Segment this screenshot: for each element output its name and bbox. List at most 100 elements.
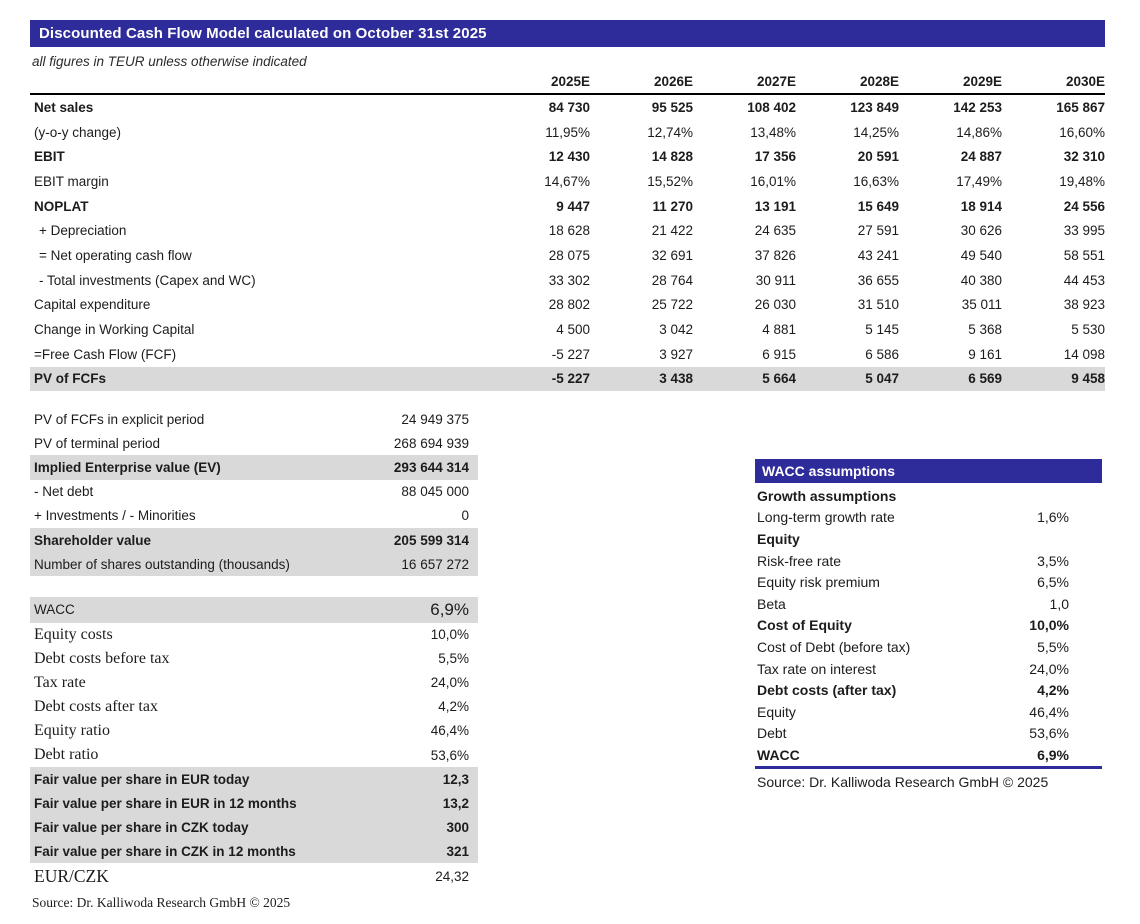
source-note-left: Source: Dr. Kalliwoda Research GmbH © 20…	[32, 894, 291, 910]
cell-value: 6,5%	[1037, 574, 1069, 591]
cell-value: 15,52%	[647, 173, 693, 189]
wacc-row: Debt costs after tax 4,2%	[30, 695, 478, 719]
cell-value: 95 525	[651, 99, 693, 115]
dcf-table-body: Net sales 84 730 95 525 108 402 123 849 142 2…	[30, 95, 1105, 392]
wacc-row: Debt ratio 53,6%	[30, 743, 478, 767]
row-label: + Investments / - Minorities	[34, 508, 196, 524]
cell-value: 1,0	[1049, 595, 1069, 612]
assumption-row: Equity	[755, 528, 1102, 550]
assumption-row: Debt costs (after tax) 4,2%	[755, 679, 1102, 701]
cell-value: 32 691	[651, 247, 693, 263]
cell-value: 21 422	[651, 223, 693, 239]
cell-value: 58 551	[1063, 247, 1105, 263]
row-label: Tax rate	[34, 673, 86, 691]
year-column-header: 2025E	[550, 74, 590, 89]
cell-value: 27 591	[857, 223, 899, 239]
row-label: Risk-free rate	[757, 552, 842, 569]
cell-value: 4 881	[762, 322, 796, 338]
cell-value: 31 510	[857, 297, 899, 313]
valuation-row: Number of shares outstanding (thousands)…	[30, 552, 478, 577]
wacc-assumptions-box: WACC assumptions Growth assumptions Long-…	[755, 459, 1102, 790]
cell-value: 321	[446, 843, 469, 859]
cell-value: 18 628	[548, 223, 590, 239]
assumption-row: Debt 53,6%	[755, 723, 1102, 745]
cell-value: 38 923	[1063, 297, 1105, 313]
cell-value: 16,60%	[1059, 124, 1105, 140]
cell-value: 28 802	[548, 297, 590, 313]
wacc-row: Fair value per share in CZK in 12 months…	[30, 839, 478, 864]
cell-value: 5 047	[865, 371, 899, 387]
row-label: EUR/CZK	[34, 865, 109, 886]
cell-value: 14 098	[1063, 346, 1105, 362]
cell-value: 18 914	[960, 198, 1002, 214]
row-label: PV of terminal period	[34, 435, 161, 451]
wacc-fair-value-block: WACC 6,9% Equity costs 10,0% Debt costs befo…	[30, 597, 478, 911]
dcf-table-row: Change in Working Capital 4 500 3 042 4 881…	[30, 317, 1105, 342]
cell-value: 16,01%	[750, 173, 796, 189]
row-label: Fair value per share in CZK today	[34, 819, 249, 835]
cell-value: 12,74%	[647, 124, 693, 140]
valuation-row: - Net debt 88 045 000	[30, 480, 478, 504]
row-label: EBIT margin	[34, 173, 109, 189]
cell-value: -5 227	[551, 346, 590, 362]
dcf-table-row: =Free Cash Flow (FCF) -5 227 3 927 6 915 6 5…	[30, 342, 1105, 367]
cell-value: 24,0%	[1029, 660, 1069, 677]
cell-value: 20 591	[857, 149, 899, 165]
cell-value: 5 530	[1071, 322, 1105, 338]
cell-value: 10,0%	[430, 627, 469, 643]
assumption-row: Risk-free rate 3,5%	[755, 550, 1102, 572]
cell-value: 0	[461, 508, 469, 524]
cell-value: 10,0%	[1029, 617, 1069, 634]
cell-value: 36 655	[857, 272, 899, 288]
assumption-row: Equity 46,4%	[755, 701, 1102, 723]
cell-value: 15 649	[857, 198, 899, 214]
wacc-assumptions-title: WACC assumptions	[755, 459, 1102, 483]
valuation-summary-table: PV of FCFs in explicit period 24 949 375 P…	[30, 407, 478, 577]
year-column-header: 2026E	[653, 74, 693, 89]
year-column-header: 2029E	[962, 74, 1002, 89]
dcf-table-row: EBIT 12 430 14 828 17 356 20 591 24 887 32 310	[30, 144, 1105, 169]
cell-value: 12 430	[548, 149, 590, 165]
cell-value: 24,0%	[430, 675, 469, 691]
dcf-table-row: - Total investments (Capex and WC) 33 302…	[30, 268, 1105, 293]
dcf-table-row: PV of FCFs -5 227 3 438 5 664 5 047 6 569 9 45…	[30, 366, 1105, 392]
dcf-table-row: = Net operating cash flow 28 075 32 691 37 …	[30, 243, 1105, 268]
cell-value: 4,2%	[438, 699, 469, 715]
row-label: Change in Working Capital	[34, 322, 195, 338]
wacc-row: Fair value per share in EUR in 12 months…	[30, 791, 478, 816]
cell-value: 28 764	[651, 272, 693, 288]
cell-value: 142 253	[953, 99, 1002, 115]
wacc-fair-value-rows: WACC 6,9% Equity costs 10,0% Debt costs befo…	[30, 597, 478, 889]
cell-value: 3 438	[659, 371, 693, 387]
dcf-table-row: NOPLAT 9 447 11 270 13 191 15 649 18 914 24 55…	[30, 194, 1105, 219]
valuation-row: Implied Enterprise value (EV) 293 644 314	[30, 455, 478, 480]
cell-value: 13,48%	[750, 124, 796, 140]
cell-value: 24 635	[754, 223, 796, 239]
assumption-row: Tax rate on interest 24,0%	[755, 658, 1102, 680]
report-subtitle: all figures in TEUR unless otherwise ind…	[32, 54, 307, 69]
cell-value: 14 828	[651, 149, 693, 165]
row-label: Cost of Debt (before tax)	[757, 638, 911, 655]
cell-value: 49 540	[960, 247, 1002, 263]
cell-value: 17 356	[754, 149, 796, 165]
wacc-row: WACC 6,9%	[30, 597, 478, 623]
row-label: EBIT	[34, 149, 65, 165]
dcf-table-row: EBIT margin 14,67% 15,52% 16,01% 16,63% 17,49…	[30, 169, 1105, 194]
row-label: Equity	[757, 703, 796, 720]
wacc-row: Fair value per share in CZK today 300	[30, 815, 478, 840]
row-label: Debt costs after tax	[34, 697, 158, 715]
row-label: Long-term growth rate	[757, 509, 895, 526]
year-column-header: 2030E	[1065, 74, 1105, 89]
row-label: Debt	[757, 725, 787, 742]
valuation-row: PV of terminal period 268 694 939	[30, 431, 478, 455]
cell-value: 13 191	[754, 198, 796, 214]
row-label: Cost of Equity	[757, 617, 852, 634]
row-label: =Free Cash Flow (FCF)	[34, 346, 177, 362]
row-label: Equity ratio	[34, 721, 110, 739]
cell-value: 30 626	[960, 223, 1002, 239]
row-label: WACC	[757, 746, 800, 763]
cell-value: 53,6%	[1029, 725, 1069, 742]
cell-value: 293 644 314	[393, 459, 469, 475]
cell-value: 33 302	[548, 272, 590, 288]
